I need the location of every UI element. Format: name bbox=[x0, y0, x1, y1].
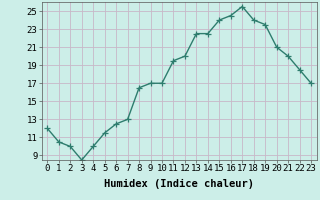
X-axis label: Humidex (Indice chaleur): Humidex (Indice chaleur) bbox=[104, 179, 254, 189]
